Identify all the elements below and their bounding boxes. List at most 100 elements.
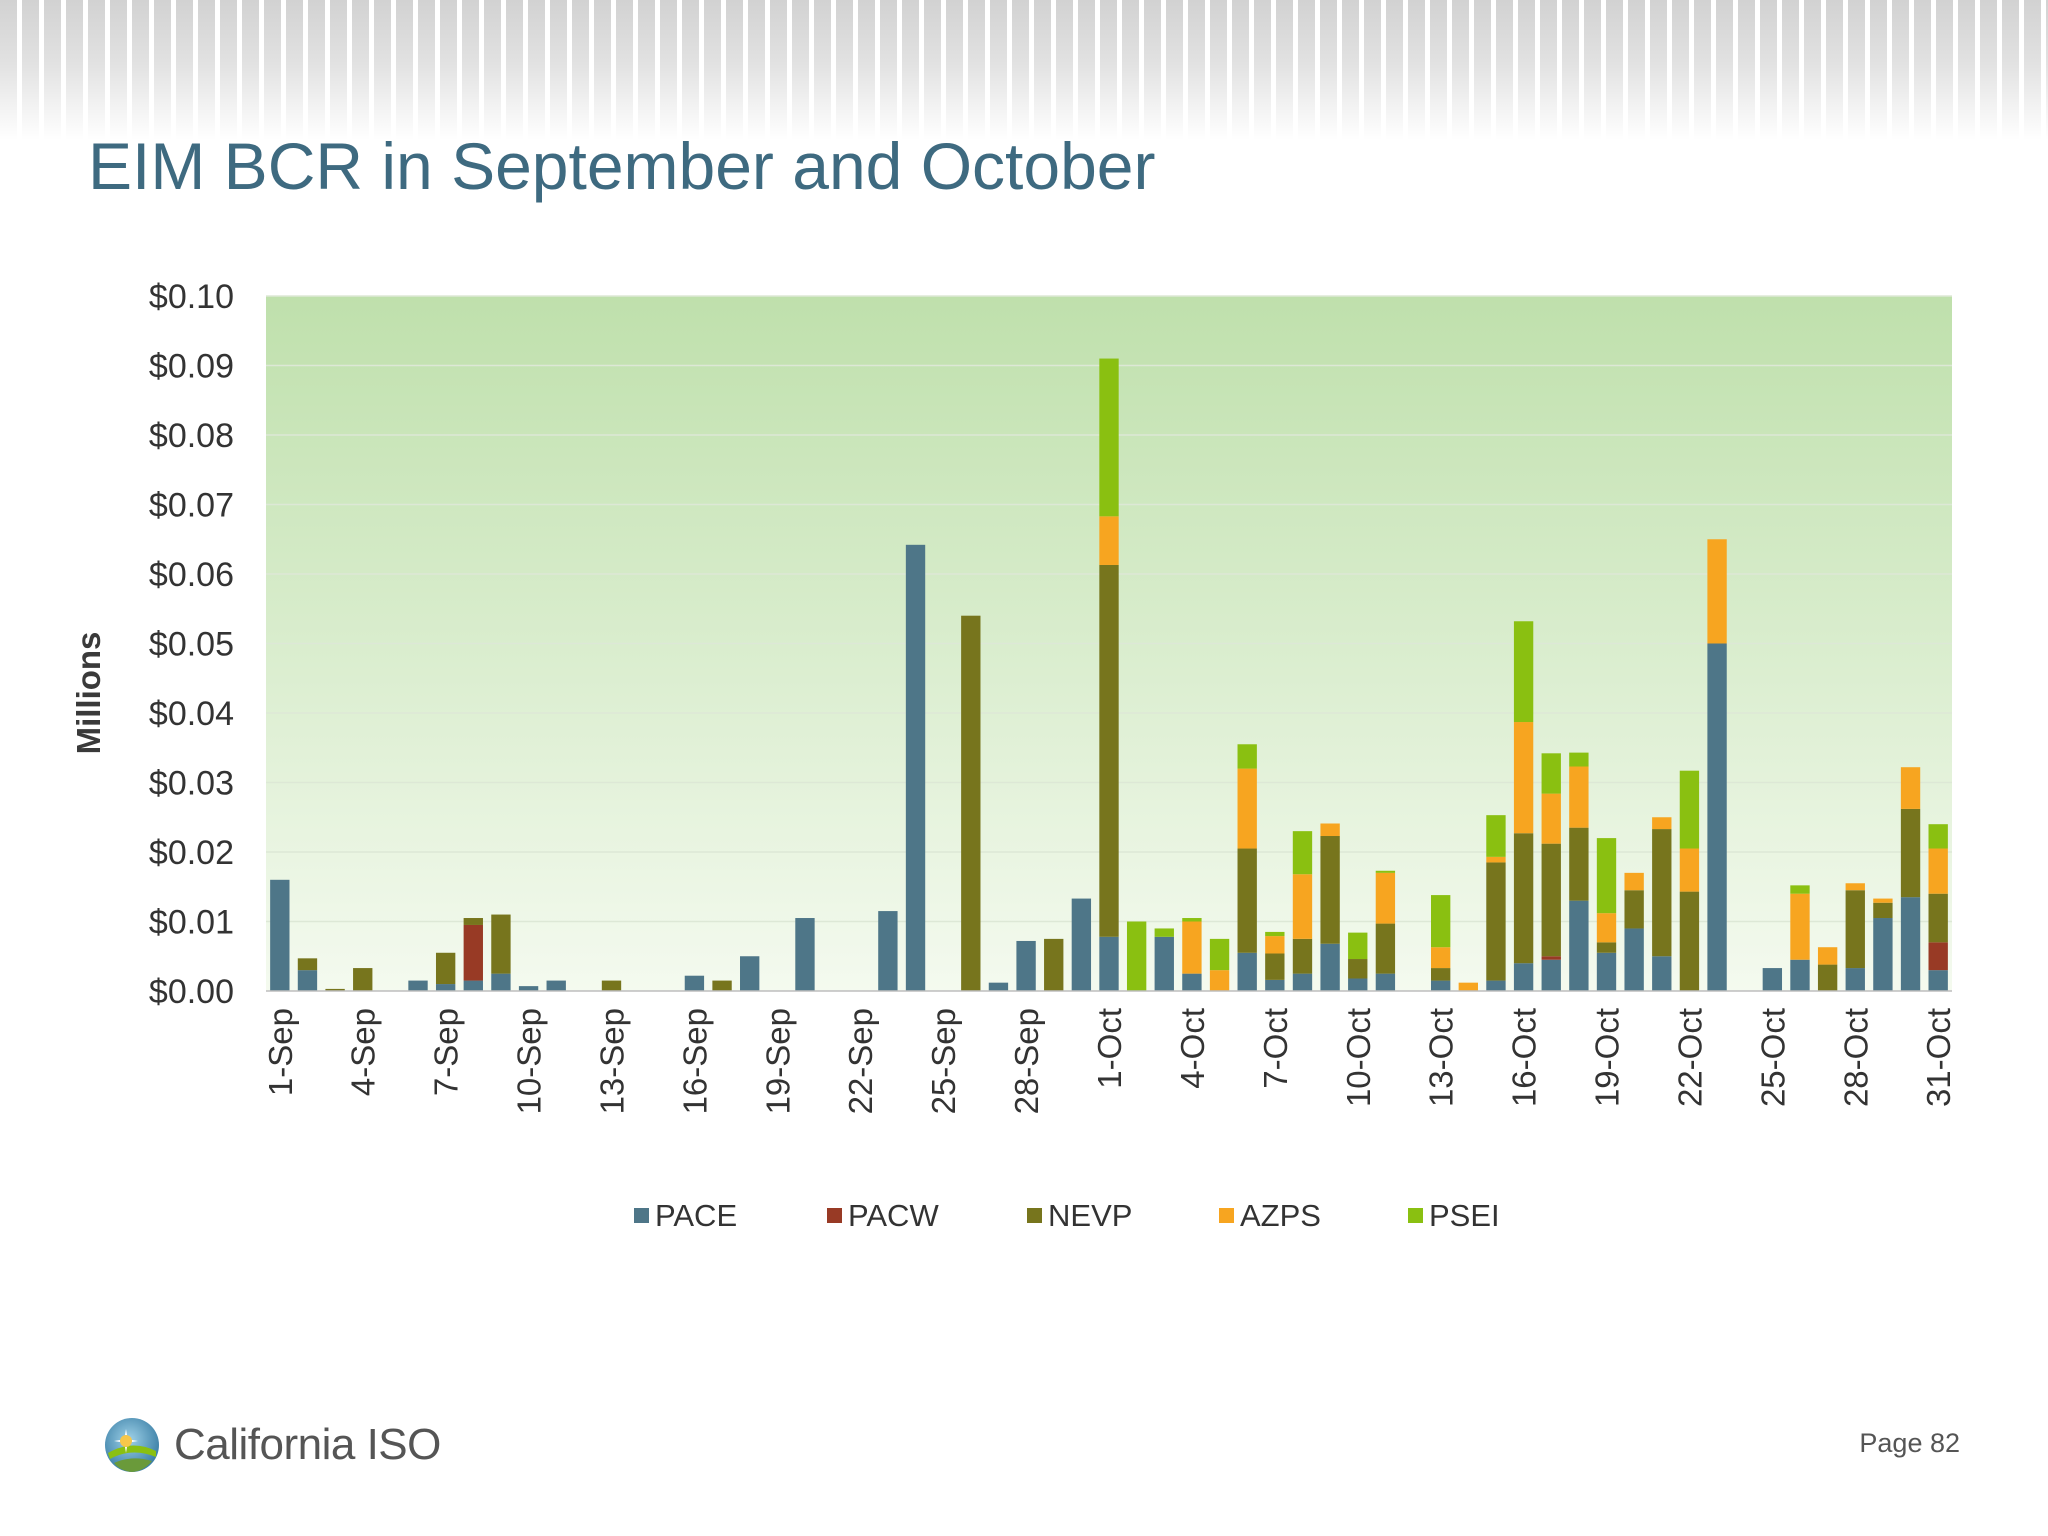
bar-segment-pace bbox=[878, 911, 898, 991]
legend-label: PSEI bbox=[1429, 1198, 1500, 1233]
bar-segment-nevp bbox=[435, 952, 456, 985]
x-tick-label: 25-Sep bbox=[925, 1008, 962, 1114]
y-tick-label: $0.10 bbox=[149, 278, 234, 316]
bar-segment-psei bbox=[1513, 621, 1534, 723]
bar-segment-azps bbox=[1265, 936, 1285, 954]
bar-segment-psei bbox=[1541, 753, 1561, 794]
bar-segment-azps bbox=[1541, 793, 1561, 844]
bar-segment-pace bbox=[905, 544, 926, 991]
bar-segment-nevp bbox=[463, 918, 483, 925]
bar-stack bbox=[1237, 744, 1257, 991]
bar-segment-pace bbox=[1182, 973, 1202, 992]
bar-segment-pace bbox=[988, 982, 1009, 991]
bar-segment-pace bbox=[1320, 943, 1340, 991]
bar-stack bbox=[1762, 968, 1783, 991]
bar-stack bbox=[1541, 753, 1561, 991]
bar-segment-psei bbox=[1265, 931, 1285, 937]
bar-stack bbox=[1486, 815, 1506, 991]
x-tick-label: 13-Oct bbox=[1423, 1008, 1460, 1107]
legend-label: PACE bbox=[655, 1198, 737, 1233]
bar-segment-pace bbox=[795, 918, 815, 991]
bar-stack bbox=[1375, 870, 1396, 992]
legend: PACE PACW NEVP AZPS PSEI bbox=[634, 1198, 1500, 1233]
bar-segment-pace bbox=[408, 980, 428, 991]
page-number: Page 82 bbox=[1859, 1428, 1960, 1458]
y-tick-label: $0.09 bbox=[149, 348, 234, 386]
legend-label: PACW bbox=[848, 1198, 939, 1233]
x-tick-label: 22-Sep bbox=[842, 1008, 879, 1114]
bar-segment-nevp bbox=[1375, 923, 1396, 974]
legend-item-nevp: NEVP bbox=[1027, 1198, 1132, 1233]
y-tick-label: $0.04 bbox=[149, 695, 234, 733]
x-tick-label: 10-Oct bbox=[1340, 1008, 1377, 1107]
x-tick-label: 7-Oct bbox=[1257, 1008, 1294, 1089]
bar-segment-pace bbox=[1845, 968, 1865, 991]
bar-segment-azps bbox=[1596, 913, 1617, 943]
bar-segment-pace bbox=[1541, 959, 1561, 991]
bar-stack bbox=[1928, 824, 1948, 991]
x-tick-label: 28-Oct bbox=[1837, 1008, 1874, 1107]
bar-segment-nevp bbox=[1541, 843, 1561, 957]
bar-segment-psei bbox=[1486, 815, 1506, 857]
bar-stack bbox=[1513, 621, 1534, 991]
y-tick-label: $0.02 bbox=[149, 834, 234, 872]
bar-segment-nevp bbox=[1044, 938, 1064, 992]
bar-stack bbox=[353, 968, 373, 991]
california-iso-logo: California ISO bbox=[104, 1410, 441, 1480]
legend-label: AZPS bbox=[1240, 1198, 1321, 1233]
bar-segment-azps bbox=[1928, 848, 1948, 894]
x-tick-label: 7-Sep bbox=[428, 1008, 465, 1096]
bar-segment-azps bbox=[1679, 848, 1700, 892]
bar-stack bbox=[1707, 539, 1727, 991]
bar-segment-nevp bbox=[1900, 808, 1921, 898]
bar-segment-psei bbox=[1237, 744, 1257, 769]
bar-stack bbox=[712, 980, 732, 991]
bar-segment-azps bbox=[1458, 982, 1478, 991]
y-tick-label: $0.03 bbox=[149, 765, 234, 803]
bar-segment-psei bbox=[1348, 932, 1368, 960]
bar-segment-nevp bbox=[1569, 827, 1589, 901]
x-tick-label: 25-Oct bbox=[1754, 1008, 1791, 1107]
bar-segment-nevp bbox=[1292, 938, 1313, 974]
x-tick-label: 16-Sep bbox=[676, 1008, 713, 1114]
bar-stack bbox=[1900, 767, 1921, 991]
bar-stack bbox=[518, 986, 539, 991]
bar-stack bbox=[1431, 895, 1451, 991]
bar-stack bbox=[1016, 940, 1036, 991]
bar-segment-pace bbox=[1154, 936, 1174, 991]
bar-segment-pace bbox=[1928, 970, 1948, 991]
bar-segment-azps bbox=[1873, 898, 1893, 903]
bar-segment-azps bbox=[1513, 722, 1534, 834]
bar-segment-pacw bbox=[1541, 956, 1561, 960]
y-tick-label: $0.05 bbox=[149, 626, 234, 664]
bar-segment-pace bbox=[546, 980, 566, 991]
bar-stack bbox=[961, 615, 981, 991]
bar-stack bbox=[463, 918, 483, 991]
bar-stack bbox=[297, 958, 318, 991]
bar-stack bbox=[408, 980, 428, 991]
bar-segment-azps bbox=[1431, 947, 1451, 969]
x-tick-label: 4-Sep bbox=[345, 1008, 382, 1096]
bar-segment-pace bbox=[740, 956, 760, 991]
bar-segment-nevp bbox=[1265, 953, 1285, 980]
bar-stack bbox=[988, 982, 1009, 991]
bar-segment-nevp bbox=[353, 968, 373, 991]
bar-segment-azps bbox=[1845, 883, 1865, 891]
bar-segment-nevp bbox=[1873, 902, 1893, 919]
x-tick-label: 22-Oct bbox=[1671, 1008, 1708, 1107]
bar-stack bbox=[546, 980, 566, 991]
bar-stack bbox=[1320, 823, 1340, 991]
bar-stack bbox=[1790, 885, 1810, 991]
bar-segment-pace bbox=[297, 970, 318, 991]
x-tick-label: 1-Sep bbox=[262, 1008, 299, 1096]
bar-stack bbox=[1044, 938, 1064, 992]
x-tick-label: 16-Oct bbox=[1506, 1008, 1543, 1107]
bar-segment-pace bbox=[1265, 979, 1285, 991]
legend-label: NEVP bbox=[1048, 1198, 1132, 1233]
x-tick-label: 10-Sep bbox=[511, 1008, 548, 1114]
bar-stack bbox=[325, 988, 345, 991]
bar-stack bbox=[795, 918, 815, 991]
bar-stack bbox=[270, 879, 290, 991]
bar-segment-nevp bbox=[1928, 893, 1948, 943]
y-axis-tick-labels: $0.00 $0.01 $0.02 $0.03 $0.04 $0.05 $0.06 $0.07… bbox=[149, 278, 234, 1011]
